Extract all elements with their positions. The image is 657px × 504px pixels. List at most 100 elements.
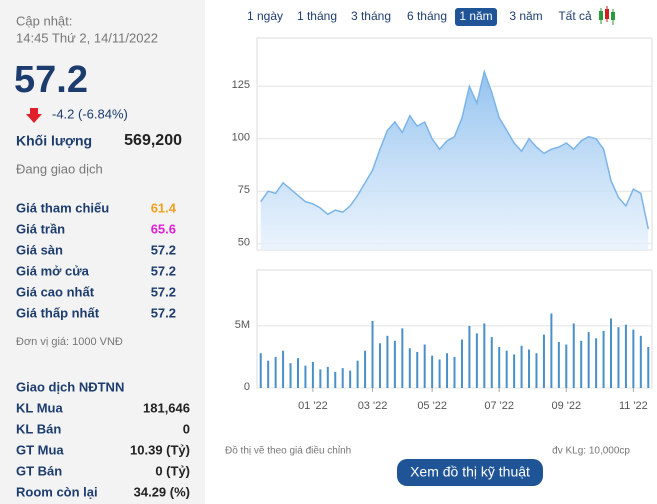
y-tick-label: 125	[232, 79, 250, 91]
volume-bar	[326, 366, 329, 388]
volume-bar	[624, 324, 627, 388]
price-value: 57.2	[151, 263, 176, 278]
foreign-label: KL Mua	[16, 400, 63, 415]
price-label: Giá thấp nhất	[16, 305, 100, 320]
range-button[interactable]: Tất cả	[558, 9, 592, 23]
volume-bar	[535, 353, 538, 388]
price-value: 57.2	[151, 305, 176, 320]
foreign-title: Giao dịch NĐTNN	[16, 379, 124, 394]
volume-bar	[319, 369, 322, 388]
volume-bar	[520, 345, 523, 388]
volume-bar	[296, 358, 299, 388]
range-active-bg[interactable]	[455, 8, 497, 26]
x-tick-label: 05 '22	[417, 400, 447, 412]
volume-bar	[259, 353, 262, 388]
volume-bar	[386, 335, 389, 388]
foreign-value: 10.39 (Tỷ)	[130, 442, 190, 457]
price-value: 61.4	[151, 200, 177, 215]
volume-bar	[505, 350, 508, 388]
x-tick-label: 03 '22	[358, 400, 388, 412]
status: Đang giao dịch	[16, 161, 103, 176]
price-value: 57.2	[151, 242, 176, 257]
range-button[interactable]: 1 năm	[459, 9, 492, 23]
volume-bar	[438, 359, 441, 388]
price-line	[260, 68, 650, 230]
volume-bar	[431, 355, 434, 388]
updated-label: Cập nhật:	[16, 13, 72, 28]
volume-bar	[423, 344, 426, 388]
volume-bar	[610, 318, 613, 388]
updated-time: 14:45 Thứ 2, 14/11/2022	[16, 30, 158, 45]
y-tick-label: 75	[238, 184, 250, 196]
price-label: Giá mở cửa	[16, 263, 90, 278]
x-tick-label: 11 '22	[619, 400, 648, 412]
volume-bar	[498, 347, 501, 388]
volume-bar	[542, 334, 545, 388]
volume-bar	[378, 343, 381, 388]
volume-bar	[356, 360, 359, 388]
volume: 569,200	[124, 132, 182, 149]
range-button[interactable]: 1 tháng	[297, 9, 337, 23]
volume-bar	[490, 337, 493, 388]
volume-bar	[617, 327, 620, 388]
foreign-value: 34.29 (%)	[134, 484, 190, 499]
volume-bar	[349, 370, 352, 388]
volume-bar	[453, 356, 456, 388]
volume-bar	[632, 329, 635, 388]
volume-bar	[565, 344, 568, 388]
candle-icon[interactable]	[599, 6, 615, 25]
button-bg[interactable]	[397, 459, 543, 486]
range-button[interactable]: 3 năm	[509, 9, 542, 23]
volume-bar	[595, 338, 598, 388]
price-label: Giá trần	[16, 221, 65, 236]
volume-bar	[393, 340, 396, 388]
x-tick-label: 07 '22	[484, 400, 514, 412]
range-button[interactable]: 3 tháng	[351, 9, 391, 23]
volume-label: Khối lượng	[16, 133, 92, 149]
volume-bar	[446, 353, 449, 388]
volume-bar	[602, 330, 605, 388]
x-tick-label: 01 '22	[298, 400, 328, 412]
volume-bar	[274, 356, 277, 388]
volume-bar	[639, 335, 642, 388]
y-tick-label: 5M	[235, 319, 250, 331]
range-button[interactable]: 1 ngày	[247, 9, 283, 23]
volume-bar	[401, 328, 404, 388]
volume-bar	[267, 360, 270, 388]
tech-chart-button[interactable]: Xem đồ thị kỹ thuật	[397, 459, 543, 486]
down-arrow	[26, 108, 42, 123]
volume-bar	[460, 339, 463, 388]
button-label[interactable]: Xem đồ thị kỹ thuật	[410, 464, 530, 480]
volume-bar	[483, 323, 486, 388]
volume-bar	[587, 332, 590, 388]
volume-bar	[408, 348, 411, 388]
volume-bar	[647, 347, 650, 388]
volume-bar	[371, 320, 374, 388]
volume-bar	[528, 349, 531, 388]
volume-bar	[513, 354, 516, 388]
x-tick-label: 09 '22	[551, 400, 581, 412]
change: -4.2 (-6.84%)	[52, 106, 128, 121]
price-label: Giá tham chiếu	[16, 200, 109, 215]
price-value: 65.6	[151, 221, 176, 236]
foreign-label: Room còn lại	[16, 484, 98, 499]
foreign-label: GT Bán	[16, 463, 62, 478]
volume-bar	[550, 313, 553, 388]
volume-bar	[364, 350, 367, 388]
y-tick-label: 100	[232, 132, 250, 144]
volume-bar	[468, 325, 471, 388]
volume-bar	[304, 365, 307, 388]
volume-bar	[311, 361, 314, 388]
volume-bar	[475, 333, 478, 388]
price-label: Giá sàn	[16, 242, 63, 257]
volume-bar	[416, 351, 419, 388]
range-button[interactable]: 6 tháng	[407, 9, 447, 23]
unit: Đơn vị giá: 1000 VNĐ	[16, 336, 123, 348]
foreign-value: 181,646	[143, 400, 190, 415]
adjusted-note: Đồ thị vẽ theo giá điều chỉnh	[225, 445, 351, 457]
foreign-label: GT Mua	[16, 442, 64, 457]
y-tick-label: 0	[244, 381, 250, 393]
y-tick-label: 50	[238, 237, 250, 249]
price-label: Giá cao nhất	[16, 284, 95, 299]
